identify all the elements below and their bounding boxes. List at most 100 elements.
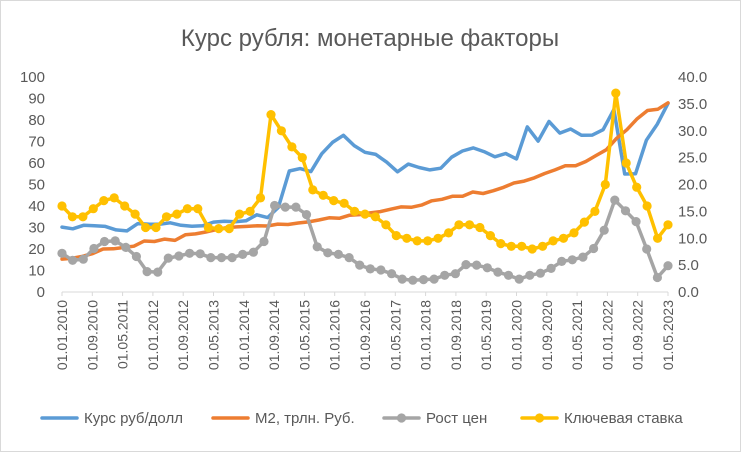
legend-marker-cpi [396,413,407,423]
data-point-rate [485,231,495,241]
x-tick-label: 01.01.2022 [599,300,615,370]
x-tick-label: 01.05.2019 [478,300,494,370]
data-point-rate [151,222,161,233]
right-tick-label: 30.0 [678,123,707,140]
data-point-cpi [514,274,524,284]
data-point-rate [182,204,192,214]
data-point-rate [496,239,506,249]
x-tick-label: 01.01.2014 [236,300,252,370]
data-point-cpi [312,242,322,252]
series-line-cpi [60,198,670,282]
data-point-cpi [206,253,216,263]
data-point-cpi [121,242,131,252]
left-tick-label: 80 [28,112,45,129]
left-tick-label: 50 [28,177,45,194]
chart-title: Курс рубля: монетарные факторы [181,25,559,52]
data-point-cpi [68,255,78,265]
data-point-cpi [301,210,312,220]
data-point-cpi [546,263,556,273]
data-point-cpi [365,264,375,274]
data-point-cpi [280,202,290,212]
x-tick-label: 01.09.2012 [175,300,191,370]
series-line-usd [60,101,670,233]
right-tick-label: 40.0 [678,69,707,86]
data-point-rate [600,179,610,190]
data-point-cpi [620,206,631,216]
data-point-cpi [227,253,237,263]
data-point-rate [266,110,276,120]
x-tick-label: 01.01.2018 [418,300,434,370]
data-point-cpi [216,253,227,263]
data-point-rate [621,158,631,168]
data-point-rate [308,185,318,195]
data-point-rate [412,236,422,246]
legend-entry-usd: Курс руб/долл [40,410,183,427]
data-point-cpi [259,236,269,247]
data-point-cpi [142,267,152,277]
left-tick-label: 40 [28,198,45,215]
data-point-cpi [567,255,577,265]
data-point-cpi [461,260,471,270]
data-point-rate [517,241,527,251]
data-point-rate [454,220,464,230]
data-point-cpi [525,270,535,280]
legend-label-usd: Курс руб/долл [84,410,183,427]
x-tick-label: 01.05.2011 [115,300,131,369]
data-point-rate [402,233,412,243]
data-point-cpi [642,244,652,254]
data-point-cpi [195,249,205,259]
data-point-cpi [493,267,503,277]
legend-entry-m2: M2, трлн. Руб. [211,410,355,427]
data-point-cpi [387,269,397,279]
data-point-cpi [663,261,673,271]
right-tick-label: 20.0 [678,177,707,194]
data-point-cpi [78,254,88,264]
series-layer [57,88,673,285]
left-tick-label: 90 [28,91,45,108]
data-point-rate [339,198,349,208]
data-point-cpi [535,268,546,278]
data-point-rate [475,222,485,233]
data-point-cpi [110,236,120,246]
data-point-rate [423,236,433,246]
legend-label-rate: Ключевая ставка [564,410,683,427]
data-point-cpi [631,217,641,227]
x-tick-label: 01.01.2012 [145,300,161,370]
left-tick-label: 100 [20,69,45,86]
data-point-rate [193,204,203,214]
legend-entry-cpi: Рост цен [382,410,487,427]
right-tick-label: 35.0 [678,96,707,113]
axis-layer: 0 10 20 30 40 50 60 70 80 90 100 0.0 5.0 10.0 15.0 20.0… [20,69,707,370]
data-point-cpi [355,260,365,270]
data-point-rate [506,241,516,251]
x-tick-label: 01.09.2014 [266,300,282,370]
data-point-cpi [482,263,492,273]
right-tick-label: 10.0 [678,230,707,247]
data-point-cpi [163,253,173,263]
x-tick-label: 01.05.2015 [296,300,312,370]
data-point-cpi [248,247,258,257]
data-point-cpi [89,243,99,254]
data-point-cpi [376,265,386,275]
data-point-rate [297,153,307,163]
data-point-rate [663,220,673,230]
data-point-rate [235,209,245,219]
data-point-rate [381,220,391,230]
data-point-rate [579,217,590,227]
data-point-rate [214,224,224,234]
right-tick-label: 15.0 [678,203,707,220]
data-point-cpi [652,272,663,283]
data-point-rate [141,222,151,233]
data-point-cpi [440,270,450,280]
series-rate [57,88,673,254]
data-point-cpi [472,260,482,270]
data-point-cpi [333,249,343,259]
data-point-cpi [344,253,354,263]
data-point-cpi [397,274,407,284]
data-point-rate [632,182,642,192]
data-point-rate [611,88,621,98]
data-point-rate [172,209,182,219]
